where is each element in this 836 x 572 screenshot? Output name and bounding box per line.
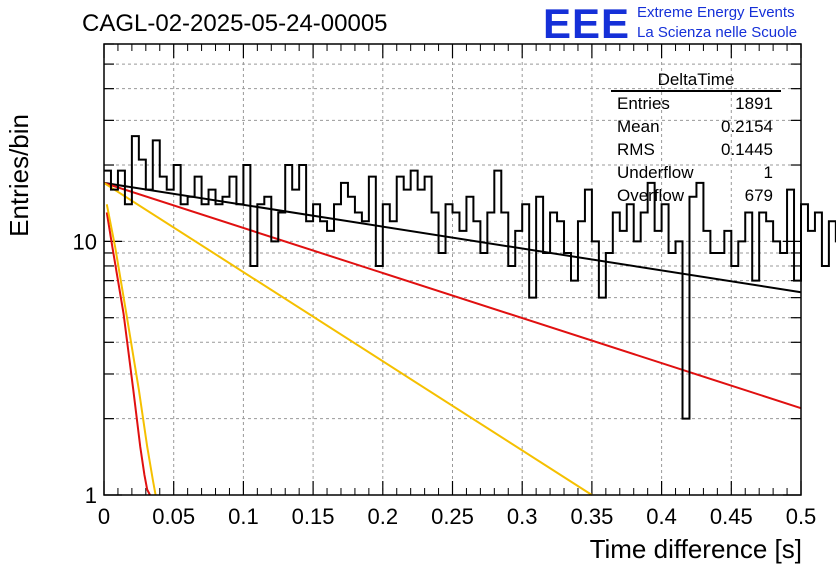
y-tick-label: 1 <box>85 483 97 508</box>
stat-label: RMS <box>617 140 655 159</box>
y-axis-label: Entries/bin <box>4 114 34 237</box>
stat-value: 1891 <box>735 94 773 113</box>
logo-line-2: La Scienza nelle Scuole <box>637 24 798 41</box>
y-tick-label: 10 <box>73 229 97 254</box>
x-tick-label: 0.45 <box>710 504 753 529</box>
stat-label: Entries <box>617 94 670 113</box>
x-tick-label: 0.4 <box>646 504 677 529</box>
x-tick-label: 0.25 <box>431 504 474 529</box>
histogram <box>104 135 836 420</box>
stat-label: Overflow <box>617 186 685 205</box>
stat-row-entries: Entries 1891 <box>611 92 781 115</box>
stats-box-title: DeltaTime <box>611 70 781 92</box>
x-tick-label: 0.3 <box>507 504 538 529</box>
x-tick-label: 0.05 <box>152 504 195 529</box>
stat-label: Underflow <box>617 163 694 182</box>
logo-line-1: Extreme Energy Events <box>637 4 795 21</box>
histogram-steps <box>104 135 836 420</box>
x-axis-label: Time difference [s] <box>589 534 802 564</box>
stat-value: 1 <box>763 163 773 182</box>
x-tick-label: 0 <box>98 504 110 529</box>
x-tick-label: 0.5 <box>786 504 817 529</box>
fit-curve <box>103 181 802 410</box>
fit-curve <box>105 204 157 496</box>
x-tick-label: 0.35 <box>570 504 613 529</box>
stats-box: DeltaTime Entries 1891 Mean 0.2154 RMS 0… <box>611 70 781 207</box>
stat-row-rms: RMS 0.1445 <box>611 138 781 161</box>
stat-row-underflow: Underflow 1 <box>611 161 781 184</box>
fit-curve <box>105 212 151 496</box>
stat-row-mean: Mean 0.2154 <box>611 115 781 138</box>
chart-title: CAGL-02-2025-05-24-00005 <box>82 10 388 37</box>
stat-value: 0.1445 <box>721 140 773 159</box>
tick-labels: 0 0.05 0.1 0.15 0.2 0.25 0.3 0.35 0.4 0.45 0.5 1 10 <box>73 229 817 529</box>
stat-value: 679 <box>744 186 773 205</box>
fit-curve <box>103 182 593 496</box>
stat-row-overflow: Overflow 679 <box>611 184 781 207</box>
stat-label: Mean <box>617 117 660 136</box>
fit-curves <box>103 181 802 496</box>
x-tick-label: 0.2 <box>368 504 399 529</box>
eee-logo: EEE <box>543 0 631 47</box>
x-tick-label: 0.1 <box>228 504 259 529</box>
plot-frame <box>103 43 802 496</box>
x-tick-label: 0.15 <box>292 504 335 529</box>
fit-curve <box>103 181 802 294</box>
stat-value: 0.2154 <box>721 117 773 136</box>
grid <box>104 43 801 495</box>
